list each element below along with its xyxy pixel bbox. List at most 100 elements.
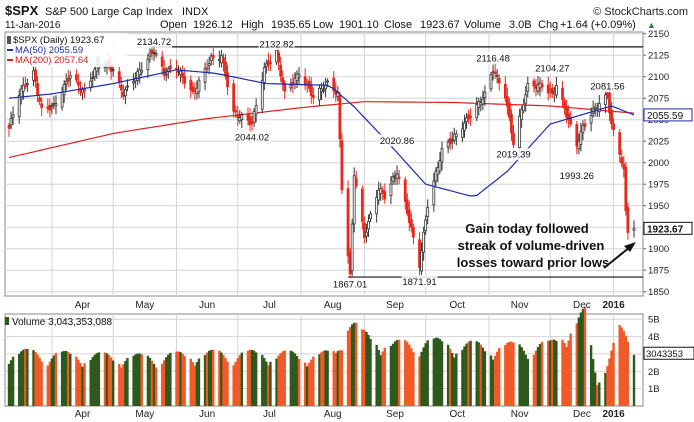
volume-bar: [111, 360, 115, 406]
price-y-tick-label: 2125: [648, 51, 669, 62]
volume-bar: [320, 352, 323, 406]
candle-body: [405, 199, 409, 214]
volume-bar: [248, 349, 252, 406]
candle-body: [575, 124, 579, 147]
candle-body: [262, 67, 266, 83]
last-price-tag: [643, 221, 693, 235]
candle-body: [40, 103, 44, 108]
volume-bar: [163, 360, 166, 406]
candle-body: [154, 53, 158, 56]
candle-body: [340, 140, 344, 191]
date: 11-Jan-2016: [5, 20, 61, 31]
candle-body: [579, 130, 583, 145]
volume-bar: [483, 351, 487, 406]
volume-bar: [632, 354, 636, 406]
volume-bar: [118, 364, 121, 406]
candle-body: [612, 123, 615, 131]
volume-bar: [475, 341, 478, 406]
volume-bar: [504, 345, 507, 406]
candle-body: [489, 74, 493, 90]
callout-line-3: losses toward prior lows: [457, 255, 609, 270]
x-tick-label-price: Sep: [386, 300, 404, 311]
volume-bar: [422, 347, 425, 406]
price-annotation-label: 2104.27: [535, 64, 569, 75]
volume-bar: [212, 349, 215, 406]
volume-bar: [146, 355, 150, 406]
candle-body: [589, 115, 593, 124]
volume-bar: [20, 351, 23, 406]
volume-bar: [291, 351, 295, 406]
candle-body: [624, 166, 628, 212]
x-tick-label-volume: Aug: [324, 409, 342, 420]
volume-bar: [109, 357, 113, 406]
candle-body: [375, 197, 379, 215]
volume-bar: [512, 342, 515, 406]
low-label: Low: [313, 19, 333, 31]
candle-body: [19, 88, 23, 100]
legend-ma50: MA(50) 2055.59: [15, 45, 83, 56]
volume-bar: [165, 357, 168, 406]
volume-bar: [32, 350, 35, 406]
volume-bar: [346, 330, 350, 406]
volume-bar: [306, 366, 309, 406]
volume-bar: [93, 354, 96, 406]
candle-body: [89, 80, 93, 88]
price-annotation-bg: [234, 130, 271, 143]
candle-body: [546, 84, 550, 94]
volume-bar: [283, 350, 286, 406]
volume-bar: [308, 362, 311, 406]
volume-bar: [381, 351, 384, 406]
volume-bar: [395, 340, 399, 406]
volume-bar: [538, 344, 542, 406]
volume-bar: [181, 353, 184, 406]
volume-bar: [210, 349, 213, 406]
candle-body: [23, 84, 27, 87]
candle-body: [209, 55, 213, 61]
callout-arrow-head-icon: [624, 242, 636, 252]
volume-bar: [126, 358, 129, 406]
volume-bar: [406, 341, 409, 406]
volume-bar: [575, 323, 579, 406]
volume-bar: [408, 344, 411, 406]
volume-bar: [318, 354, 321, 406]
volume-label: Volume: [464, 19, 501, 31]
volume-bar: [97, 352, 101, 406]
volume-bar: [536, 347, 540, 406]
volume-bar: [312, 356, 315, 406]
volume-bar: [22, 349, 25, 406]
volume-bar: [481, 347, 485, 406]
x-tick-label-price: Apr: [75, 300, 91, 311]
x-tick-label-volume: Oct: [450, 409, 466, 420]
symbol: $SPX: [5, 3, 39, 18]
candle-body: [503, 83, 507, 99]
candle-body: [608, 92, 611, 114]
volume-bar: [448, 348, 452, 406]
volume-bar: [54, 353, 58, 406]
volume-bar: [332, 351, 335, 406]
volume-y-tick-label: 4B: [648, 332, 660, 343]
volume-bar: [383, 347, 387, 406]
candle-body: [518, 115, 522, 148]
volume-bar: [412, 352, 415, 406]
candle-body: [189, 79, 193, 91]
price-y-tick-label: 1900: [648, 244, 669, 255]
price-annotation-bg: [401, 275, 438, 288]
price-annotation-label: 2132.82: [259, 40, 293, 51]
volume-bar: [154, 367, 158, 406]
volume-bar: [103, 352, 107, 406]
volume-bar: [240, 352, 244, 406]
volume-bar: [410, 348, 413, 406]
candle-body: [117, 71, 121, 82]
volume-bar: [453, 357, 456, 406]
ma50-price-tag-label: 2055.59: [647, 111, 684, 122]
candle-body: [146, 58, 150, 71]
candle-body: [577, 140, 581, 150]
volume-bar: [581, 308, 585, 406]
candle-body: [21, 84, 25, 92]
volume-y-tick-label: 5B: [648, 315, 660, 326]
volume-bar: [336, 351, 340, 406]
volume-bar: [524, 354, 527, 406]
volume-bar: [369, 338, 372, 406]
volume-bar: [24, 348, 27, 406]
volume-bar: [175, 351, 178, 406]
